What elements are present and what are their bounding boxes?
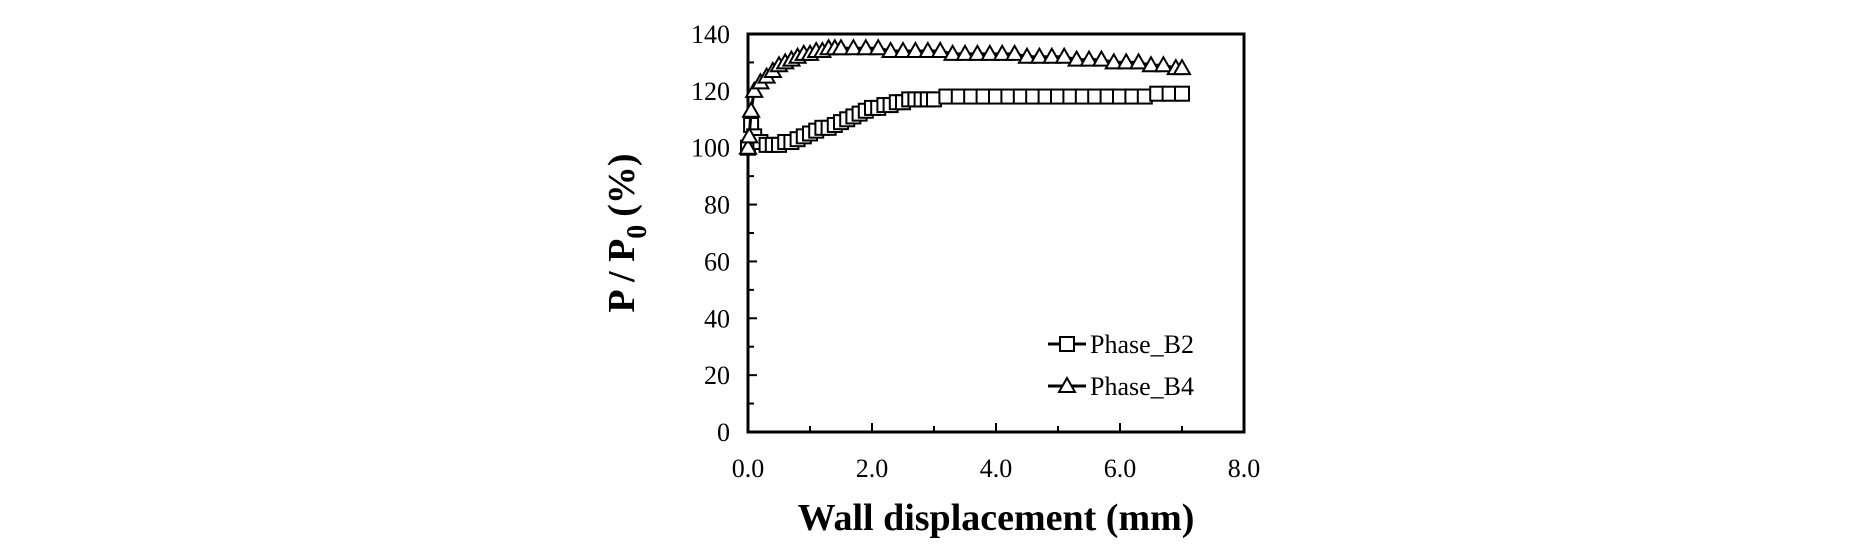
data-point [1029, 46, 1050, 64]
data-point [738, 137, 758, 155]
x-tick-label: 6.0 [1104, 454, 1137, 483]
data-point [741, 100, 761, 118]
data-point [868, 38, 888, 56]
x-tick-label: 8.0 [1228, 454, 1261, 483]
y-tick-label: 60 [704, 247, 730, 276]
y-axis-title-subscript: 0 [622, 225, 653, 239]
data-point [1128, 52, 1149, 70]
data-point [918, 41, 938, 59]
data-point [992, 43, 1012, 61]
data-point [843, 38, 864, 56]
data-point [856, 38, 876, 56]
x-tick-label: 2.0 [856, 454, 889, 483]
x-axis-title: Wall displacement (mm) [798, 497, 1195, 539]
data-point [955, 43, 975, 61]
data-point [967, 43, 988, 61]
series-Phase_B4 [738, 38, 1192, 155]
x-tick-label: 4.0 [980, 454, 1013, 483]
data-point [893, 41, 913, 59]
data-point [1017, 46, 1037, 64]
data-point [739, 126, 759, 144]
data-point [1153, 55, 1174, 73]
y-tick-label: 140 [691, 20, 730, 49]
data-point [744, 80, 764, 98]
y-axis-title-unit: (%) [601, 153, 643, 216]
data-point [1054, 46, 1074, 64]
axis-ticks [747, 33, 1245, 433]
data-point [1042, 46, 1062, 64]
legend-label: Phase_B4 [1090, 372, 1194, 401]
y-axis-title: P / P0 (%) [601, 153, 653, 312]
data-point [1004, 43, 1025, 61]
data-point [1141, 55, 1161, 73]
data-point [1104, 52, 1124, 70]
data-point [1079, 49, 1099, 67]
data-point [905, 41, 926, 59]
legend-item: Phase_B2 [1048, 330, 1194, 359]
series-Phase_B2 [740, 85, 1190, 156]
data-point [1091, 49, 1112, 67]
legend-marker [1057, 375, 1077, 393]
x-tick-label: 0.0 [732, 454, 765, 483]
y-axis-title-main: P / P [601, 239, 643, 313]
legend-marker [1059, 336, 1075, 352]
y-tick-label: 80 [704, 191, 730, 220]
data-point [1174, 85, 1190, 102]
legend-item: Phase_B4 [1048, 372, 1194, 401]
y-tick-label: 40 [704, 304, 730, 333]
y-tick-label: 100 [691, 134, 730, 163]
y-tick-label: 0 [717, 418, 730, 447]
series-layer [738, 38, 1192, 156]
data-point [1066, 49, 1087, 67]
data-point [1172, 58, 1192, 76]
data-point [980, 43, 1000, 61]
legend-label: Phase_B2 [1090, 330, 1194, 359]
data-point [942, 43, 963, 61]
tick-labels: 0 20 40 60 80 100 120 140 0.0 2.0 4.0 6.0 8.0 [691, 20, 1260, 483]
legend: Phase_B2 Phase_B4 [1048, 330, 1194, 401]
data-point [831, 38, 851, 56]
y-tick-label: 20 [704, 361, 730, 390]
data-point [880, 41, 901, 59]
y-tick-label: 120 [691, 77, 730, 106]
data-point [930, 41, 950, 59]
data-point [1116, 52, 1136, 70]
